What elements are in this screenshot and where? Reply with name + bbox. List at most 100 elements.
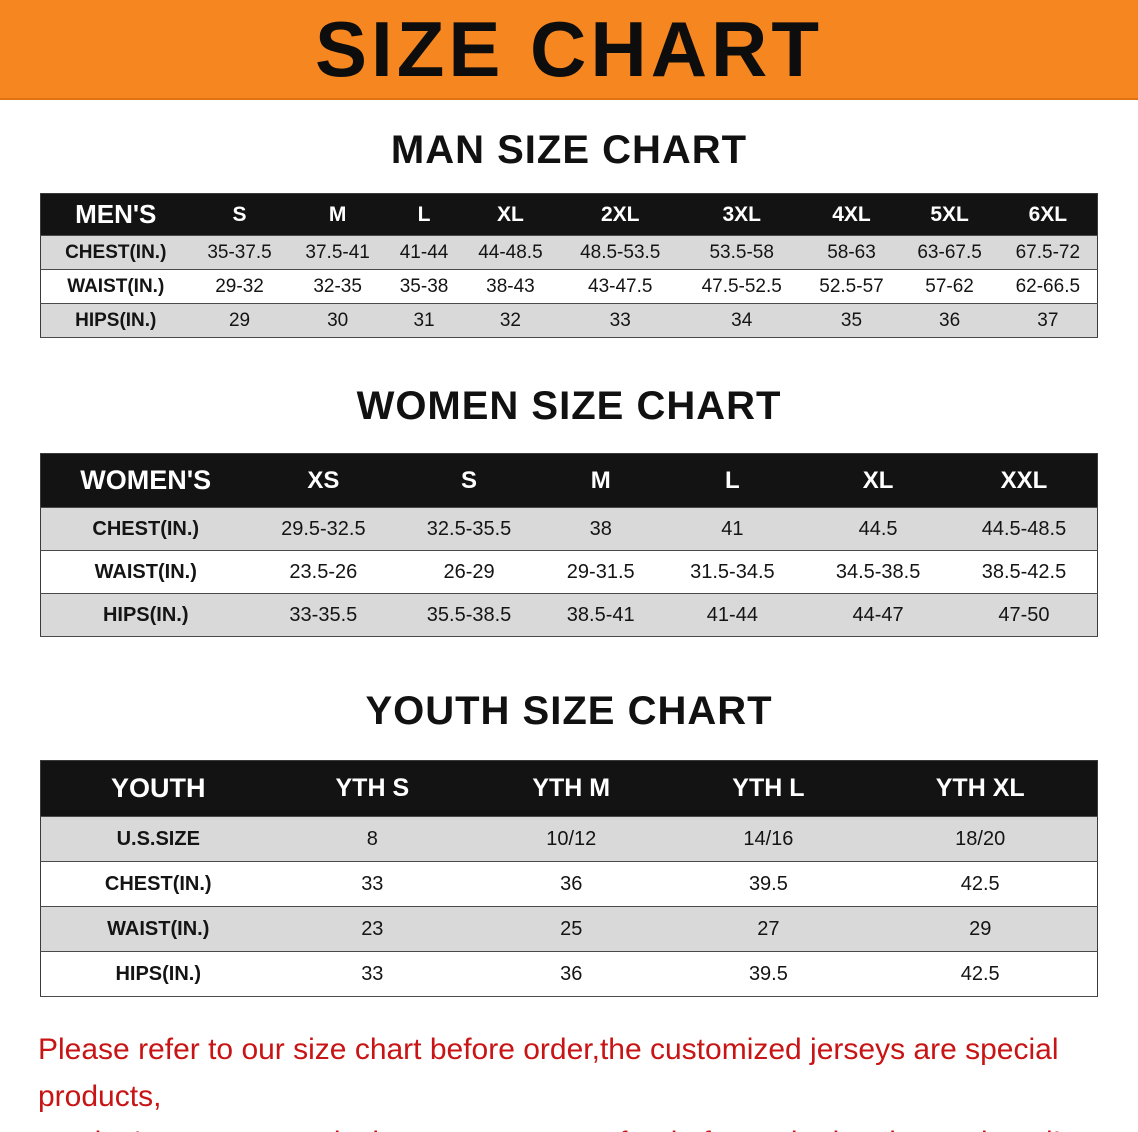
youth-waist-row: WAIST(IN.) 23 25 27 29 xyxy=(40,906,1098,952)
size-cell: 32 xyxy=(461,303,560,338)
size-cell: 63-67.5 xyxy=(900,235,999,270)
size-cell: 35-38 xyxy=(386,269,462,304)
size-col-header: 5XL xyxy=(900,193,999,236)
size-cell: 34 xyxy=(680,303,803,338)
size-cell: 38-43 xyxy=(461,269,560,304)
size-cell: 37.5-41 xyxy=(288,235,387,270)
size-cell: 42.5 xyxy=(863,861,1098,907)
row-label: CHEST(IN.) xyxy=(40,861,276,907)
size-cell: 36 xyxy=(469,951,674,997)
size-col-header: S xyxy=(396,453,542,508)
size-cell: 47-50 xyxy=(950,593,1098,637)
size-cell: 29-32 xyxy=(190,269,289,304)
size-cell: 35.5-38.5 xyxy=(396,593,542,637)
row-label: CHEST(IN.) xyxy=(40,507,251,551)
row-label: CHEST(IN.) xyxy=(40,235,191,270)
size-cell: 29-31.5 xyxy=(541,550,660,594)
size-cell: 29 xyxy=(863,906,1098,952)
men-waist-row: WAIST(IN.) 29-32 32-35 35-38 38-43 43-47… xyxy=(40,269,1098,304)
size-cell: 39.5 xyxy=(673,951,864,997)
size-col-header: YTH S xyxy=(275,760,470,817)
size-col-header: YTH L xyxy=(673,760,864,817)
row-label: WAIST(IN.) xyxy=(40,550,251,594)
men-table-title: MEN'S xyxy=(40,193,191,236)
size-col-header: XXL xyxy=(950,453,1098,508)
size-cell: 33 xyxy=(559,303,681,338)
size-cell: 37 xyxy=(998,303,1098,338)
women-size-table: WOMEN'S XS S M L XL XXL CHEST(IN.) 29.5-… xyxy=(40,453,1098,637)
size-cell: 25 xyxy=(469,906,674,952)
row-label: U.S.SIZE xyxy=(40,816,276,862)
size-cell: 27 xyxy=(673,906,864,952)
size-cell: 62-66.5 xyxy=(998,269,1098,304)
men-chest-row: CHEST(IN.) 35-37.5 37.5-41 41-44 44-48.5… xyxy=(40,235,1098,270)
size-cell: 33 xyxy=(275,861,470,907)
size-cell: 26-29 xyxy=(396,550,542,594)
size-cell: 41-44 xyxy=(659,593,806,637)
women-chest-row: CHEST(IN.) 29.5-32.5 32.5-35.5 38 41 44.… xyxy=(40,507,1098,551)
women-hips-row: HIPS(IN.) 33-35.5 35.5-38.5 38.5-41 41-4… xyxy=(40,593,1098,637)
size-col-header: 3XL xyxy=(680,193,803,236)
size-cell: 44-48.5 xyxy=(461,235,560,270)
size-col-header: M xyxy=(541,453,660,508)
men-size-table: MEN'S S M L XL 2XL 3XL 4XL 5XL 6XL CHEST… xyxy=(40,193,1098,338)
size-col-header: XL xyxy=(461,193,560,236)
size-cell: 47.5-52.5 xyxy=(680,269,803,304)
size-cell: 38.5-41 xyxy=(541,593,660,637)
row-label: HIPS(IN.) xyxy=(40,303,191,338)
row-label: WAIST(IN.) xyxy=(40,906,276,952)
size-col-header: L xyxy=(386,193,462,236)
size-cell: 33 xyxy=(275,951,470,997)
size-cell: 31.5-34.5 xyxy=(659,550,806,594)
size-cell: 58-63 xyxy=(802,235,901,270)
size-col-header: YTH M xyxy=(469,760,674,817)
size-cell: 35 xyxy=(802,303,901,338)
size-cell: 41 xyxy=(659,507,806,551)
size-cell: 23 xyxy=(275,906,470,952)
size-col-header: L xyxy=(659,453,806,508)
size-cell: 14/16 xyxy=(673,816,864,862)
size-cell: 44-47 xyxy=(805,593,951,637)
size-cell: 10/12 xyxy=(469,816,674,862)
men-header-row: MEN'S S M L XL 2XL 3XL 4XL 5XL 6XL xyxy=(40,193,1098,236)
size-cell: 23.5-26 xyxy=(250,550,397,594)
size-cell: 38.5-42.5 xyxy=(950,550,1098,594)
youth-hips-row: HIPS(IN.) 33 36 39.5 42.5 xyxy=(40,951,1098,997)
size-cell: 39.5 xyxy=(673,861,864,907)
size-cell: 35-37.5 xyxy=(190,235,289,270)
men-hips-row: HIPS(IN.) 29 30 31 32 33 34 35 36 37 xyxy=(40,303,1098,338)
size-cell: 57-62 xyxy=(900,269,999,304)
size-cell: 32.5-35.5 xyxy=(396,507,542,551)
size-cell: 34.5-38.5 xyxy=(805,550,951,594)
page-title: SIZE CHART xyxy=(315,4,823,93)
size-cell: 53.5-58 xyxy=(680,235,803,270)
disclaimer-line-2: we don't accept cancel, change, teturn o… xyxy=(38,1120,1100,1132)
women-table-title: WOMEN'S xyxy=(40,453,251,508)
row-label: HIPS(IN.) xyxy=(40,951,276,997)
size-cell: 38 xyxy=(541,507,660,551)
row-label: WAIST(IN.) xyxy=(40,269,191,304)
size-col-header: 2XL xyxy=(559,193,681,236)
size-cell: 30 xyxy=(288,303,387,338)
row-label: HIPS(IN.) xyxy=(40,593,251,637)
size-col-header: XS xyxy=(250,453,397,508)
size-cell: 36 xyxy=(900,303,999,338)
youth-header-row: YOUTH YTH S YTH M YTH L YTH XL xyxy=(40,760,1098,817)
size-cell: 36 xyxy=(469,861,674,907)
size-col-header: 4XL xyxy=(802,193,901,236)
size-cell: 32-35 xyxy=(288,269,387,304)
size-cell: 31 xyxy=(386,303,462,338)
disclaimer-line-1: Please refer to our size chart before or… xyxy=(38,1033,1059,1113)
size-col-header: XL xyxy=(805,453,951,508)
men-section-heading: MAN SIZE CHART xyxy=(390,128,748,172)
size-cell: 18/20 xyxy=(863,816,1098,862)
size-cell: 43-47.5 xyxy=(559,269,681,304)
size-cell: 29.5-32.5 xyxy=(250,507,397,551)
women-waist-row: WAIST(IN.) 23.5-26 26-29 29-31.5 31.5-34… xyxy=(40,550,1098,594)
size-col-header: M xyxy=(288,193,387,236)
women-section-heading: WOMEN SIZE CHART xyxy=(356,384,782,428)
size-cell: 48.5-53.5 xyxy=(559,235,681,270)
size-cell: 44.5-48.5 xyxy=(950,507,1098,551)
size-cell: 44.5 xyxy=(805,507,951,551)
